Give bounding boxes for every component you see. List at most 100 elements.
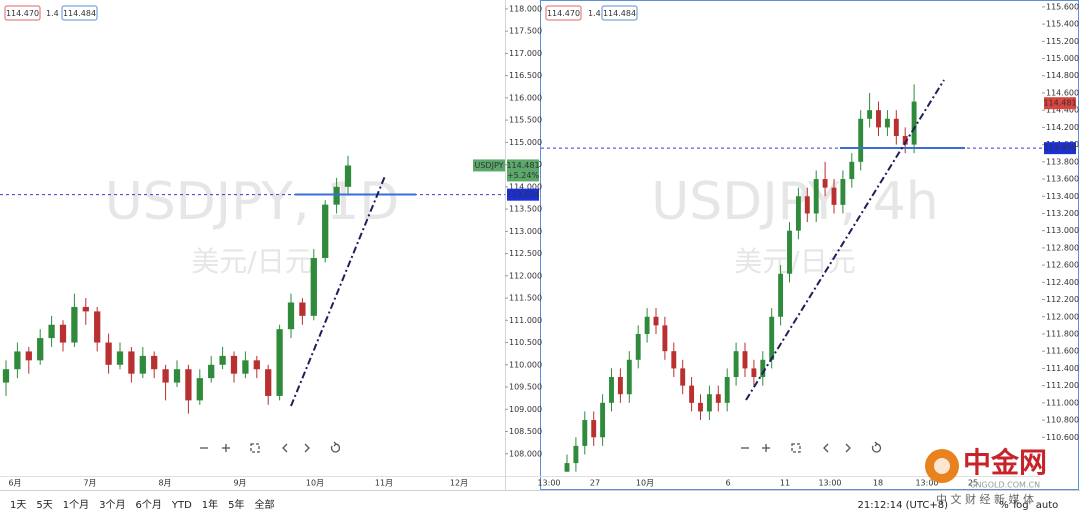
reset-zoom[interactable] [791, 443, 801, 453]
y-tick-label: 116.500 [509, 71, 542, 80]
y-tick-label: 108.500 [509, 427, 542, 436]
x-tick-label: 7月 [83, 479, 96, 488]
nav-buttons [200, 441, 882, 453]
candle-body [564, 463, 570, 472]
x-tick-label: 13:00 [818, 479, 841, 488]
candle-body [287, 302, 295, 330]
candle-body [253, 360, 260, 370]
candle-body [208, 364, 215, 379]
candle-body [609, 377, 614, 403]
bid-box [545, 5, 582, 21]
y-tick-label: 112.600 [1046, 261, 1079, 270]
reset[interactable] [871, 441, 882, 453]
candle-body [139, 355, 146, 374]
spread: 1.4 [46, 9, 59, 18]
y-tick-label: 118.000 [509, 4, 542, 13]
candle-body [582, 420, 588, 446]
candle-body [105, 342, 112, 365]
ask: 114.484 [603, 9, 636, 18]
x-tick-label: 12月 [450, 479, 468, 488]
candle-body [778, 273, 784, 317]
candle-body [822, 179, 828, 188]
candle-body [831, 187, 837, 205]
y-tick-label: 111.400 [1046, 364, 1079, 373]
range-button[interactable]: YTD [171, 500, 192, 511]
candle-body [333, 186, 340, 205]
scroll-right[interactable] [304, 443, 310, 453]
x-tick-label: 6 [725, 479, 730, 488]
y-tick-label: 112.000 [1046, 312, 1079, 321]
logo-domain: CNGOLD.COM.CN [970, 481, 1040, 490]
zoom-in[interactable] [762, 444, 770, 452]
x-tick-label: 10月 [636, 479, 654, 488]
candle-body [162, 369, 169, 383]
y-tick-label: 113.600 [1046, 175, 1079, 184]
candle-body [151, 355, 158, 370]
candle-body [840, 179, 846, 205]
candle-body [116, 351, 124, 365]
range-button[interactable]: 6个月 [136, 499, 162, 511]
x-tick-label: 13:00 [537, 479, 560, 488]
y-tick-label: 109.000 [509, 405, 542, 414]
candle-body [94, 311, 101, 343]
reset[interactable] [330, 441, 341, 453]
x-tick-label: 25 [968, 479, 978, 488]
candle-body [689, 385, 695, 403]
candle-body [617, 377, 623, 395]
y-tick-label: 114.800 [1046, 71, 1079, 80]
trend-line [745, 79, 945, 401]
y-tick-label: 110.800 [1046, 416, 1079, 425]
candle-body [173, 369, 181, 383]
reset-zoom[interactable] [250, 443, 260, 453]
logo-slogan: 中 文 财 经 新 媒 体 [936, 492, 1034, 506]
log-toggle[interactable]: log [1013, 500, 1028, 511]
last-price-tag [1044, 97, 1076, 110]
y-tick-label: 115.600 [1046, 2, 1079, 11]
candle-body [724, 377, 730, 403]
change: +5.24% [507, 171, 540, 180]
x-tick-label: 13:00 [915, 479, 938, 488]
candle-body [230, 355, 238, 374]
zoom-in[interactable] [222, 444, 230, 452]
y-tick-label: 114.000 [509, 182, 542, 191]
scroll-right[interactable] [845, 443, 851, 453]
y-tick-label: 113.200 [1046, 209, 1079, 218]
range-button[interactable]: 5年 [228, 498, 244, 511]
range-button[interactable]: 1天 [10, 500, 26, 511]
toolbar: 1天 5天 1个月 3个月 6个月 YTD 1年 5年 全部 [10, 498, 275, 511]
y-tick-label: 113.000 [1046, 226, 1079, 235]
range-button[interactable]: 1年 [202, 498, 218, 511]
range-button[interactable]: 全部 [255, 498, 275, 511]
candle-body [600, 402, 606, 438]
x-tick-label: 18 [873, 479, 883, 488]
candle-body [813, 179, 819, 214]
y-tick-label: 111.000 [509, 316, 542, 325]
y-tick-label: 115.000 [509, 138, 542, 147]
candle-body [698, 402, 703, 412]
candle-body [751, 368, 757, 378]
candle-body [849, 161, 855, 180]
x-tick-label: 11 [780, 479, 790, 488]
auto-toggle[interactable]: auto [1036, 500, 1059, 511]
range-button[interactable]: 1个月 [63, 499, 89, 511]
scroll-left[interactable] [823, 443, 829, 453]
candle-body [2, 369, 10, 383]
price-level-tag [1044, 142, 1076, 155]
y-tick-label: 113.500 [509, 205, 542, 214]
y-tick-label: 112.500 [509, 249, 542, 258]
scroll-left[interactable] [282, 443, 288, 453]
range-button[interactable]: 3个月 [99, 499, 125, 511]
candle-body [219, 355, 226, 365]
x-tick-label: 11月 [375, 479, 393, 488]
watermark-sub: 美元/日元 [734, 245, 855, 278]
range-button[interactable]: 5天 [36, 500, 52, 511]
candle-body [742, 351, 748, 369]
candle-body [680, 368, 686, 386]
percent-toggle[interactable]: % [999, 500, 1009, 511]
candle-body [804, 196, 810, 214]
candle-body [196, 378, 203, 401]
price-level-tag [507, 188, 539, 201]
chart-right: USDJPY, 4h美元/日元110.600110.800111.000111.… [537, 2, 1079, 487]
candle-body [706, 394, 712, 412]
candle-body [733, 351, 739, 378]
